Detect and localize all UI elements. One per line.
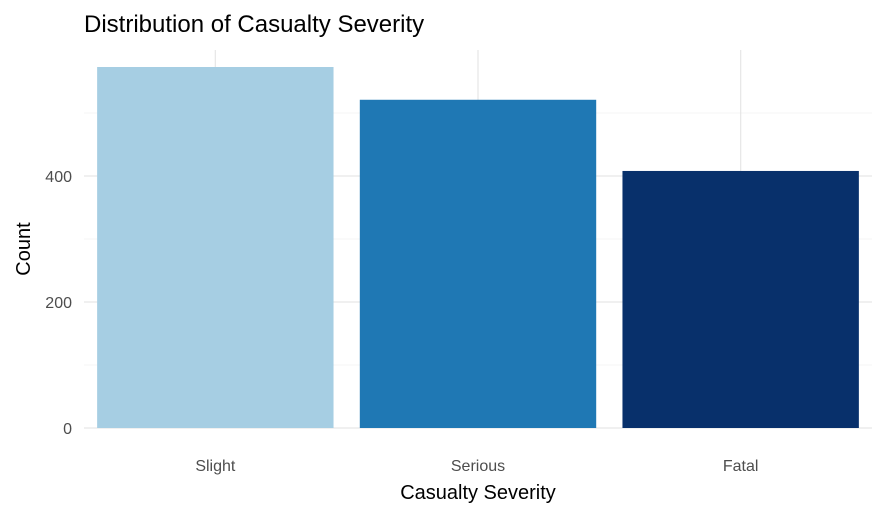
y-axis-ticks: 0 200 400	[45, 169, 72, 438]
bar-slight	[97, 67, 334, 428]
y-tick-label: 200	[45, 295, 72, 312]
chart-title: Distribution of Casualty Severity	[84, 11, 424, 38]
x-axis-title: Casualty Severity	[400, 482, 556, 504]
x-tick-label: Slight	[195, 458, 236, 475]
x-tick-label: Serious	[451, 458, 505, 475]
x-tick-label: Fatal	[723, 458, 759, 475]
y-axis-title: Count	[13, 222, 35, 276]
bars	[97, 67, 859, 429]
y-tick-label: 400	[45, 169, 72, 186]
bar-serious	[359, 99, 597, 429]
bar-fatal	[622, 170, 859, 428]
y-tick-label: 0	[63, 421, 72, 438]
x-axis-ticks: Slight Serious Fatal	[195, 458, 758, 475]
